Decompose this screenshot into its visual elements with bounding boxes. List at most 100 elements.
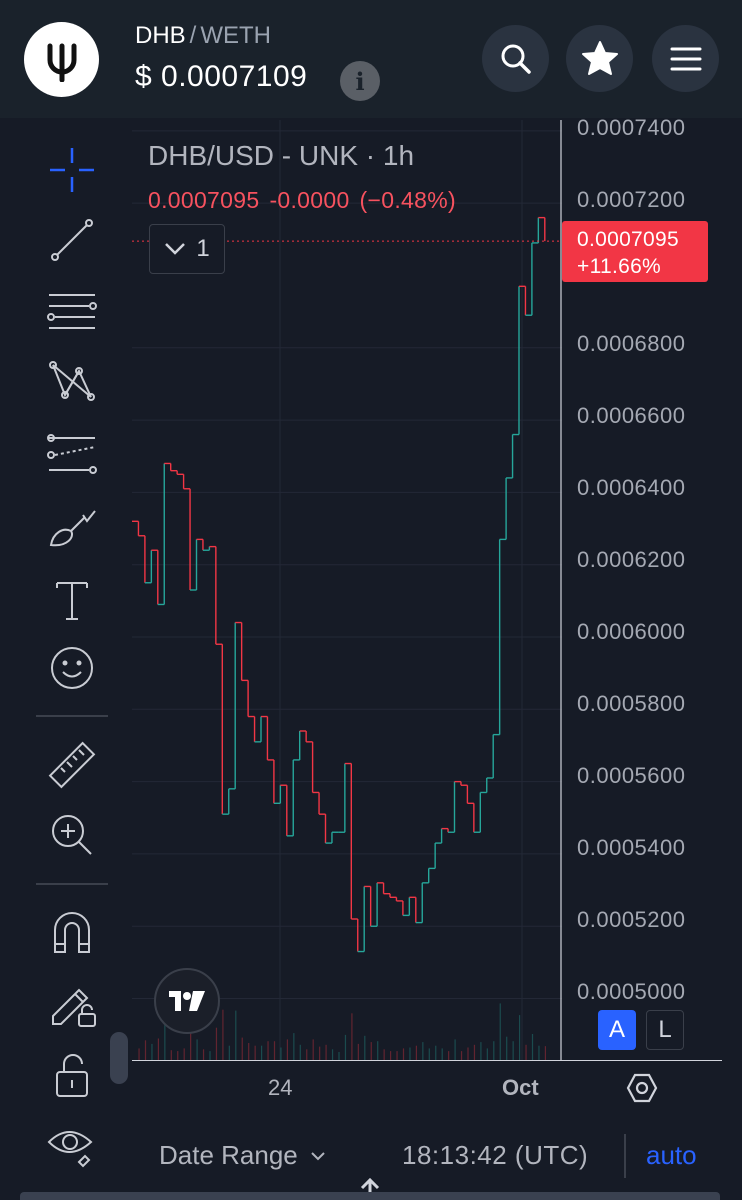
measure-tool[interactable] [36,735,108,795]
y-tick-label: 0.0005800 [577,691,686,716]
magnet-tool[interactable] [36,903,108,963]
volume-bar [364,1035,366,1060]
bottom-panel-handle[interactable] [20,1192,720,1200]
pattern-tool[interactable] [36,352,108,412]
uniswap-logo-icon [47,43,76,82]
fib-tool[interactable] [36,282,108,342]
app-logo[interactable] [24,22,99,97]
volume-bar [312,1039,314,1060]
volume-bar [377,1041,379,1060]
visibility-tool[interactable] [36,1115,108,1175]
pair-quote: WETH [200,22,271,49]
settings-icon[interactable] [626,1072,658,1104]
footer-divider [624,1134,626,1178]
info-button[interactable]: i [340,61,380,101]
price-chart[interactable] [132,120,562,1060]
volume-bar [499,1003,501,1060]
volume-bar [157,1038,159,1060]
volume-bar [454,1039,456,1060]
prediction-tool[interactable] [36,425,108,485]
zoom-tool[interactable] [36,805,108,865]
volume-bar [299,1044,301,1060]
toolbar-scroll-handle[interactable] [110,1032,128,1084]
utc-clock[interactable]: 18:13:42 (UTC) [402,1140,589,1170]
log-scale-button[interactable]: L [646,1010,684,1050]
volume-bar [235,1010,237,1060]
volume-bar [460,1051,463,1060]
search-button[interactable] [482,25,549,92]
volume-bar [480,1042,482,1060]
indicator-count: 1 [196,235,210,262]
date-range-button[interactable]: Date Range [159,1140,326,1171]
unlock-tool[interactable] [36,1045,108,1105]
text-icon [56,582,88,620]
change-percent: (−0.48%) [359,187,456,213]
volume-bar [448,1051,450,1060]
volume-bar [273,1041,276,1060]
volume-bar [506,1036,508,1060]
y-tick-label: 0.0006200 [577,547,686,572]
trend-line-tool[interactable] [36,210,108,270]
volume-bar [422,1042,424,1060]
ohlc-legend: 0.0007095 -0.0000 (−0.48%) [148,187,466,214]
smiley-icon [51,647,93,689]
projection-icon [47,434,97,474]
volume-bar [261,1045,263,1060]
axis-corner [562,1060,722,1116]
tradingview-logo[interactable] [154,968,220,1034]
emoji-tool[interactable] [36,638,108,698]
volume-bar [254,1045,256,1060]
favorite-button[interactable] [566,25,633,92]
volume-bar [215,1027,218,1060]
volume-bar [286,1039,288,1060]
volume-bar [338,1052,340,1060]
toolbar-divider [36,883,108,885]
volume-bar [138,1048,140,1060]
volume-bar [177,1051,179,1060]
volume-bar [196,1039,198,1060]
volume-bar [331,1049,334,1060]
price-axis[interactable]: 0.0007400 0.0007200 0.0006800 0.0006600 … [562,115,742,1060]
y-tick-label: 0.0006600 [577,403,686,428]
pair-separator: / [189,22,197,49]
volume-bar [222,1009,224,1060]
trend-line-icon [51,219,93,261]
volume-bar [144,1040,147,1060]
menu-button[interactable] [652,25,719,92]
magnet-icon [54,912,90,953]
drawing-toolbar [36,130,108,1200]
volume-bar [525,1044,527,1060]
star-icon [581,40,618,75]
chevron-down-icon [311,1151,325,1160]
volume-bar [351,1013,353,1060]
y-tick-label: 0.0005400 [577,835,686,860]
change-absolute: -0.0000 [269,187,350,213]
auto-scale-button[interactable]: A [598,1010,636,1050]
volume-bar [519,1015,521,1060]
text-tool[interactable] [36,570,108,630]
volume-bar [390,1051,392,1060]
lock-drawings-tool[interactable] [36,973,108,1033]
auto-button[interactable]: auto [646,1140,697,1170]
ruler-icon [48,741,96,789]
y-tick-label: 0.0006800 [577,331,686,356]
volume-bar [396,1051,398,1060]
volume-bar [370,1042,372,1060]
volume-bar [202,1049,205,1060]
time-axis[interactable]: 24 Oct [132,1060,562,1116]
volume-bar [344,1034,347,1060]
eye-icon [47,1131,93,1168]
x-tick-label: 24 [268,1075,293,1100]
crosshair-tool[interactable] [36,140,108,200]
volume-bar [538,1045,540,1060]
brush-tool[interactable] [36,498,108,558]
volume-bar [280,1047,282,1060]
token-pair: DHB / WETH [135,22,271,50]
collapse-indicators-button[interactable]: 1 [149,224,225,274]
volume-bar [467,1047,469,1060]
volume-bar [293,1033,295,1060]
last-value: 0.0007095 [148,187,260,213]
volume-bar [151,1043,153,1060]
volume-bar [248,1043,250,1060]
price-tag-change: +11.66% [577,255,662,278]
